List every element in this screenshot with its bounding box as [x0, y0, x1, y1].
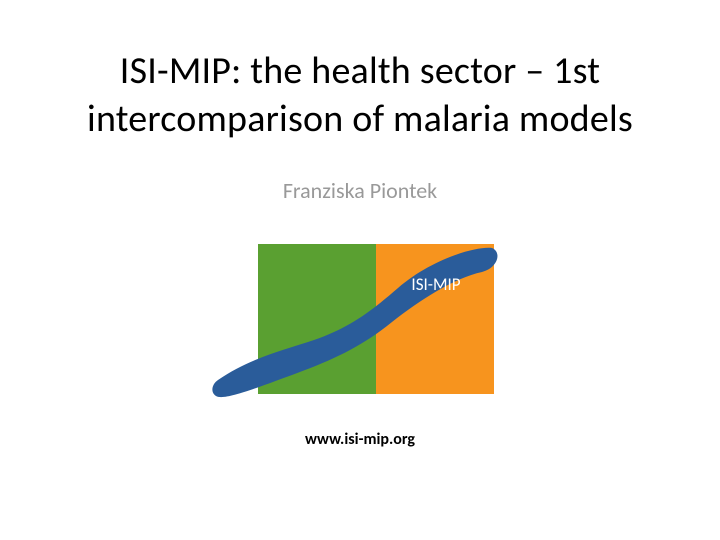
- isi-mip-logo: ISI-MIP: [210, 232, 510, 422]
- title-line-2: intercomparison of malaria models: [87, 96, 633, 142]
- slide-title: ISI-MIP: the health sector – 1st interco…: [87, 48, 633, 143]
- title-line-1: ISI-MIP: the health sector – 1st: [120, 48, 600, 94]
- author-name: Franziska Piontek: [283, 177, 437, 204]
- site-url: www.isi-mip.org: [305, 430, 415, 449]
- logo-label: ISI-MIP: [411, 274, 460, 295]
- logo-svg: ISI-MIP: [210, 232, 510, 422]
- slide: ISI-MIP: the health sector – 1st interco…: [0, 0, 720, 540]
